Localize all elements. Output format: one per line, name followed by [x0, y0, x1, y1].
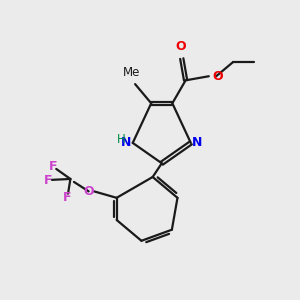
- Text: F: F: [63, 191, 72, 204]
- Text: O: O: [175, 40, 186, 53]
- Text: Me: Me: [123, 66, 140, 79]
- Text: O: O: [212, 70, 223, 83]
- Text: O: O: [83, 185, 94, 198]
- Text: F: F: [49, 160, 58, 173]
- Text: N: N: [121, 136, 131, 149]
- Text: H: H: [117, 133, 126, 146]
- Text: F: F: [44, 174, 52, 187]
- Text: N: N: [192, 136, 203, 149]
